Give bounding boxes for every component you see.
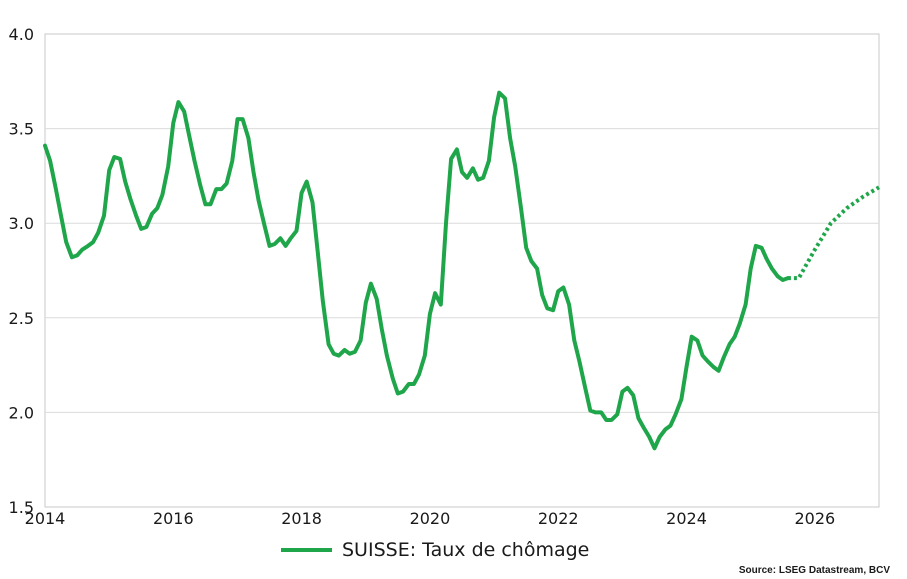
y-tick-label: 2.0: [9, 403, 34, 422]
x-tick-label: 2018: [281, 509, 322, 528]
x-tick-label: 2024: [666, 509, 707, 528]
x-axis-tick-labels: 2014 2016 2018 2020 2022 2024 2026: [25, 509, 836, 528]
source-note: Source: LSEG Datastream, BCV: [739, 565, 890, 576]
plot-frame: [44, 33, 880, 508]
x-tick-label: 2014: [25, 509, 66, 528]
series-line-unemployment: [43, 90, 790, 451]
y-tick-label: 2.5: [9, 309, 34, 328]
y-axis-tick-labels: 1.5 2.0 2.5 3.0 3.5 4.0: [9, 25, 34, 517]
y-tick-label: 3.0: [9, 214, 34, 233]
legend-label: SUISSE: Taux de chômage: [342, 539, 589, 561]
legend: SUISSE: Taux de chômage: [281, 539, 589, 561]
y-tick-label: 3.5: [9, 120, 34, 139]
y-tick-label: 4.0: [9, 25, 34, 44]
y-tick-label: 1.5: [9, 498, 34, 517]
x-tick-label: 2026: [794, 509, 835, 528]
x-tick-label: 2020: [410, 509, 451, 528]
series-lines: [43, 90, 881, 451]
x-tick-label: 2016: [153, 509, 194, 528]
x-tick-label: 2022: [538, 509, 579, 528]
series-line-forecast: [787, 185, 881, 281]
